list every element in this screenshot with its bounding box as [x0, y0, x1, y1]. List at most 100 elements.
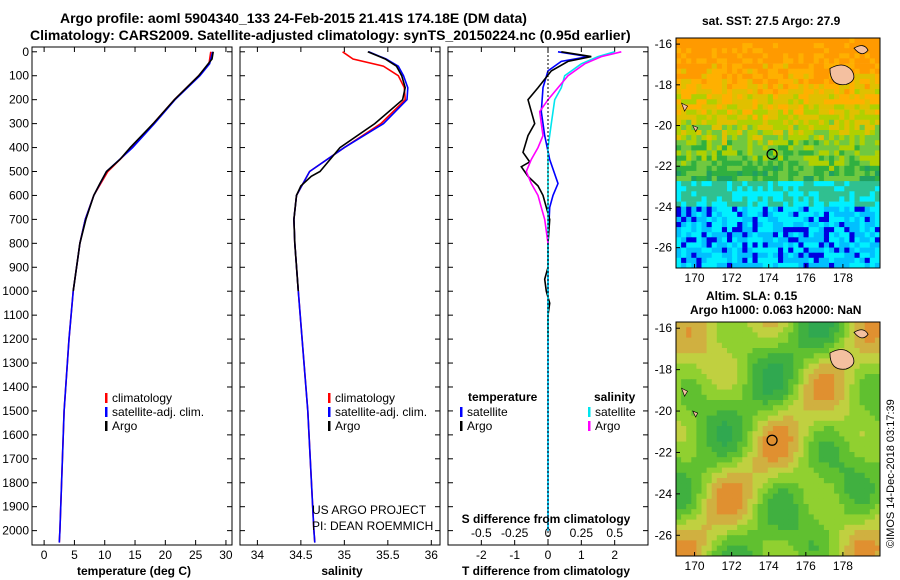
- map-cell: [849, 43, 855, 49]
- map-cell: [849, 78, 855, 85]
- map-cell: [823, 68, 830, 75]
- map-cell: [869, 38, 876, 44]
- map-cell: [757, 176, 764, 182]
- map-cell: [818, 545, 825, 552]
- map-cell: [747, 114, 753, 121]
- map-cell: [834, 514, 840, 520]
- map-cell: [854, 84, 860, 90]
- map-cell: [788, 327, 794, 333]
- map-cell: [757, 170, 764, 177]
- map-cell: [829, 216, 835, 223]
- map-cell: [788, 446, 794, 453]
- map-cell: [727, 247, 733, 254]
- y-tick-label: 300: [9, 117, 29, 131]
- map-cell: [829, 509, 835, 515]
- map-cell: [859, 436, 866, 442]
- map-cell: [839, 53, 845, 59]
- map-cell: [742, 478, 748, 484]
- map-cell: [686, 160, 692, 167]
- map-cell: [737, 232, 743, 238]
- map-cell: [762, 322, 769, 328]
- map-cell: [716, 436, 723, 442]
- map-cell: [788, 170, 794, 177]
- map-cell: [772, 68, 779, 75]
- map-cell: [829, 493, 835, 500]
- series-line: [293, 51, 409, 543]
- map-cell: [737, 426, 743, 432]
- map-cell: [721, 43, 728, 49]
- map-cell: [772, 104, 779, 110]
- map-cell: [859, 478, 866, 484]
- map-cell: [681, 140, 687, 146]
- map-cell: [711, 227, 718, 233]
- map-cell: [716, 206, 723, 213]
- map-cell: [701, 498, 707, 505]
- map-cell: [747, 43, 753, 49]
- map-cell: [686, 227, 692, 233]
- map-cell: [854, 89, 860, 95]
- map-cell: [711, 140, 718, 146]
- map-cell: [869, 257, 876, 264]
- map-cell: [808, 130, 815, 136]
- map-cell: [849, 140, 855, 146]
- map-cell: [849, 99, 855, 105]
- map-cell: [772, 145, 779, 151]
- map-cell: [742, 519, 748, 526]
- map-cell: [757, 211, 764, 218]
- map-cell: [762, 160, 769, 167]
- map-cell: [813, 524, 820, 531]
- y-tick-label: -16: [655, 321, 673, 335]
- map-cell: [711, 478, 718, 484]
- map-cell: [803, 130, 809, 136]
- map-cell: [829, 196, 835, 202]
- map-cell: [829, 488, 835, 494]
- map-cell: [757, 467, 764, 474]
- map-cell: [869, 452, 876, 458]
- map-cell: [778, 353, 784, 359]
- map-cell: [752, 550, 758, 557]
- map-cell: [793, 242, 799, 248]
- map-cell: [818, 363, 825, 370]
- map-cell: [869, 104, 876, 110]
- map-cell: [696, 242, 702, 248]
- map-cell: [676, 130, 682, 136]
- map-cell: [793, 58, 799, 64]
- map-cell: [691, 84, 697, 90]
- map-cell: [762, 247, 769, 254]
- map-cell: [859, 358, 866, 364]
- map-cell: [859, 227, 866, 233]
- map-cell: [737, 457, 743, 463]
- map-cell: [844, 415, 850, 422]
- map-cell: [732, 206, 738, 213]
- map-cell: [772, 519, 779, 526]
- map-cell: [742, 89, 748, 95]
- map-cell: [706, 342, 713, 349]
- map-cell: [818, 452, 825, 458]
- map-cell: [783, 68, 789, 75]
- map-cell: [727, 150, 733, 156]
- map-cell: [762, 550, 769, 557]
- map-cell: [808, 550, 815, 557]
- map-cell: [732, 389, 738, 396]
- map-cell: [869, 478, 876, 484]
- map-cell: [757, 150, 764, 156]
- map-cell: [803, 519, 809, 526]
- map-cell: [859, 509, 866, 515]
- map-cell: [757, 342, 764, 349]
- map-cell: [772, 119, 779, 126]
- map-cell: [829, 43, 835, 49]
- map-cell: [788, 48, 794, 54]
- map-cell: [788, 222, 794, 228]
- map-cell: [869, 327, 876, 333]
- map-cell: [839, 109, 845, 116]
- map-cell: [727, 363, 733, 370]
- map-cell: [742, 68, 748, 75]
- map-cell: [737, 150, 743, 156]
- map-cell: [808, 379, 815, 385]
- map-cell: [711, 165, 718, 172]
- map-cell: [676, 222, 682, 228]
- map-cell: [813, 368, 820, 375]
- map-cell: [849, 446, 855, 453]
- map-cell: [778, 58, 784, 64]
- map-cell: [803, 478, 809, 484]
